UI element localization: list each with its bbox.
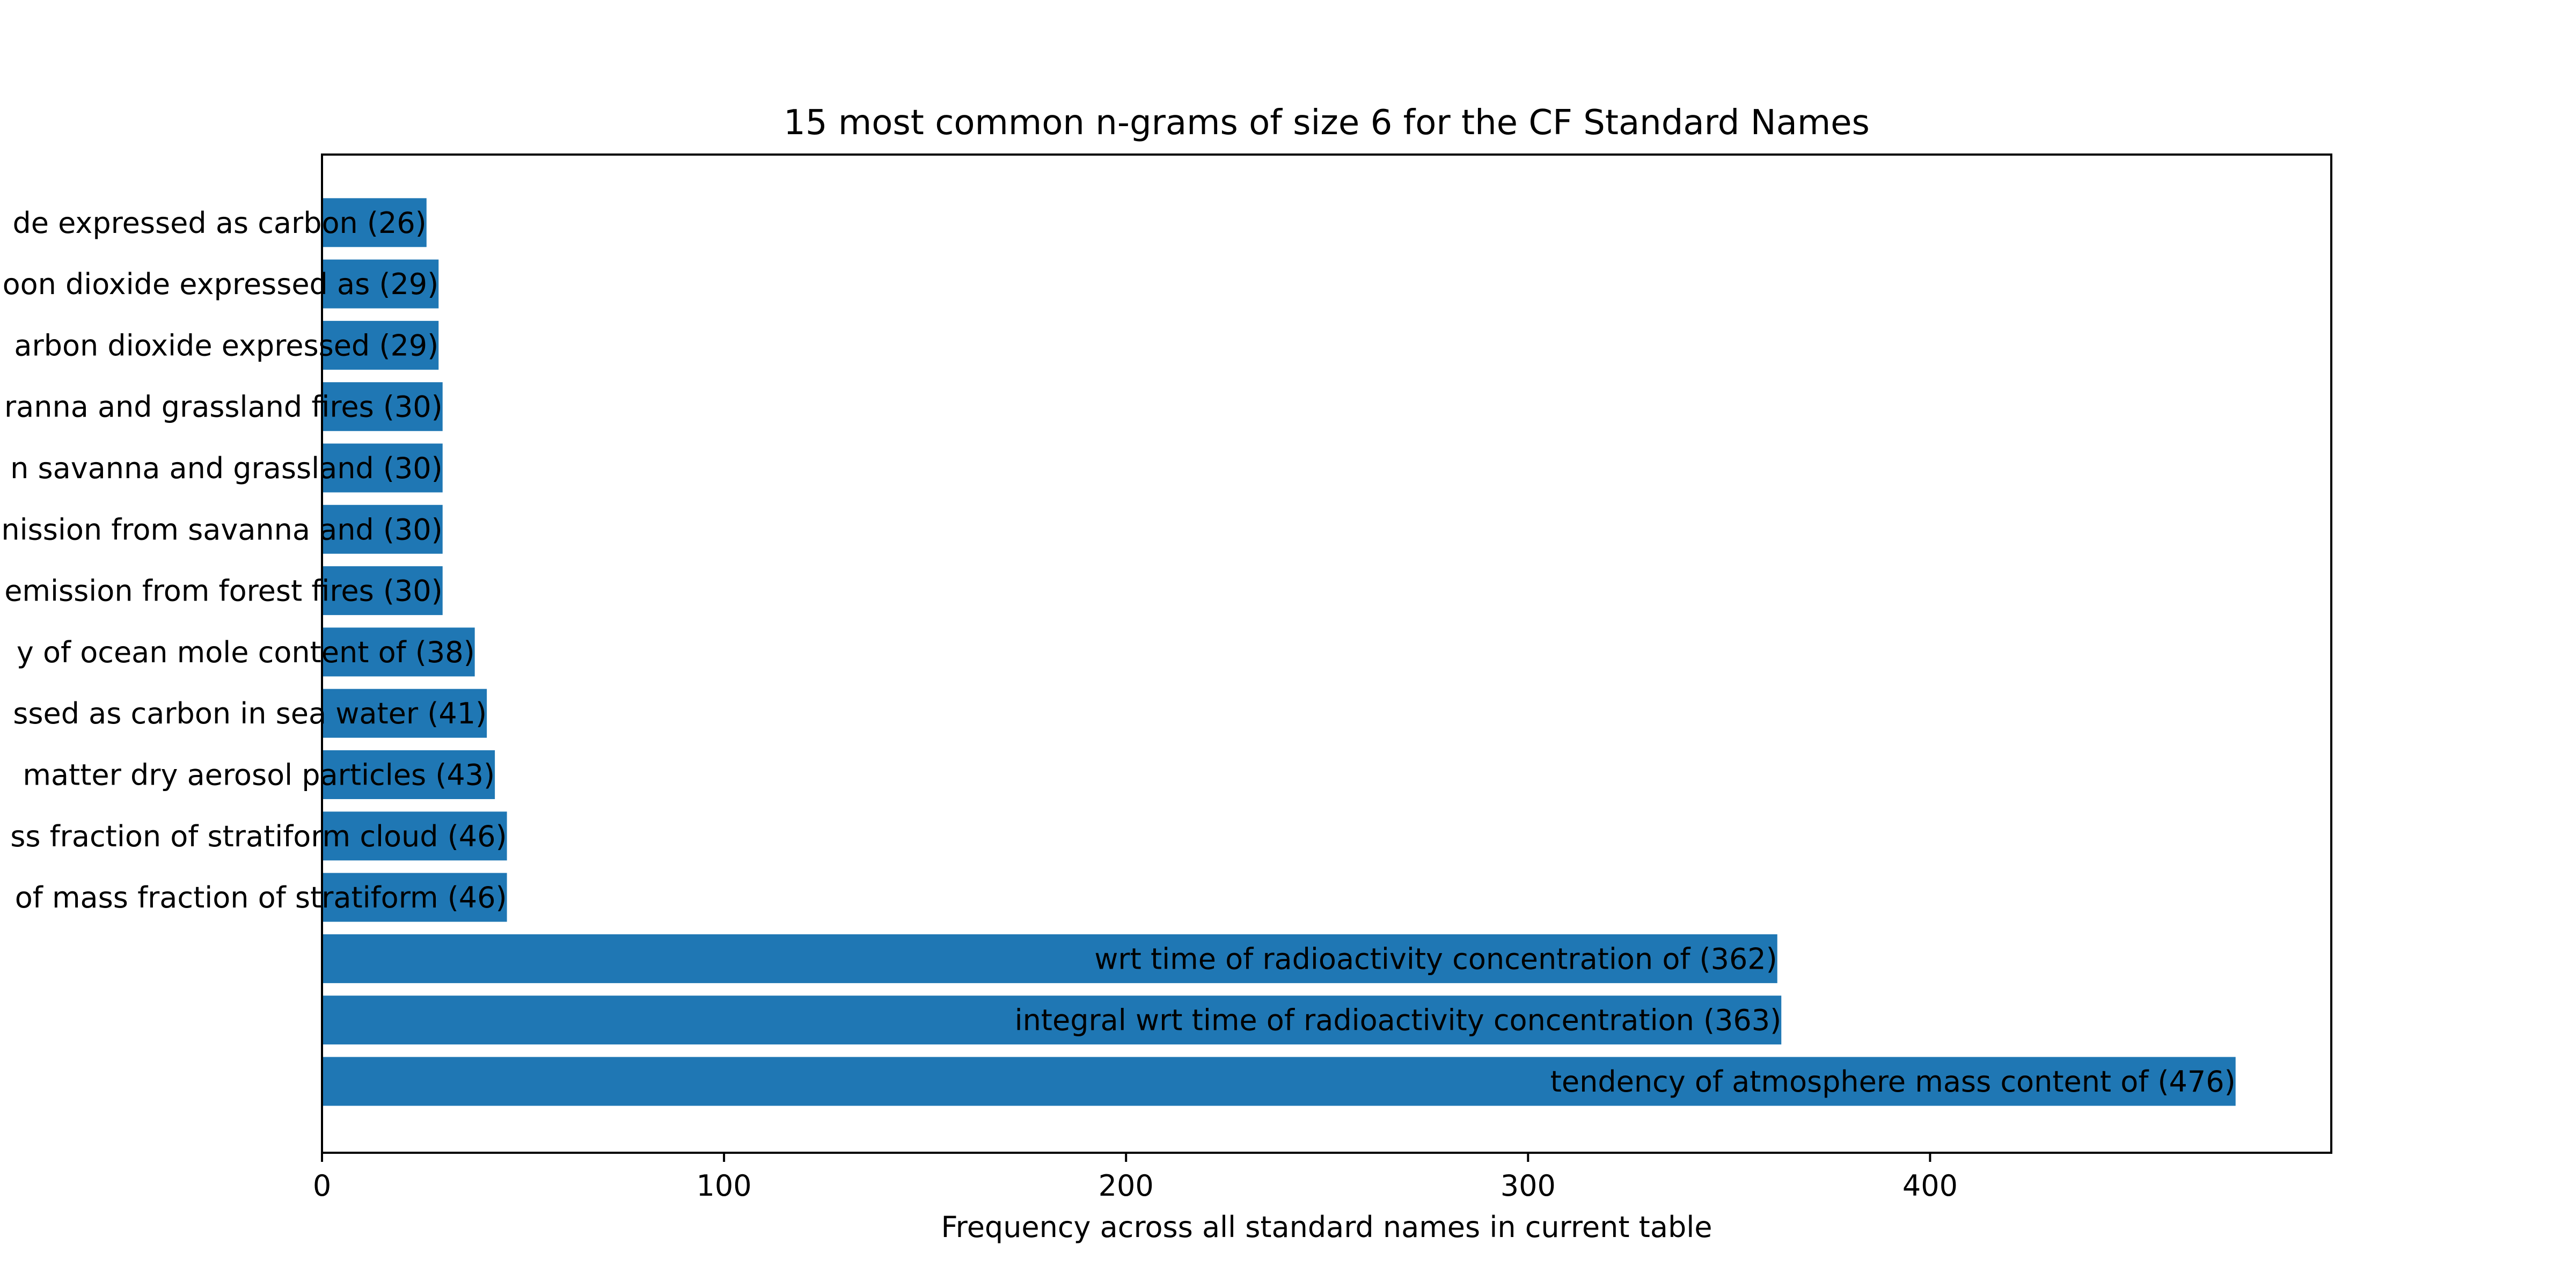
bar (322, 1057, 2236, 1106)
x-tick-label: 400 (1902, 1169, 1958, 1203)
plot-frame (321, 153, 2332, 1154)
bar-label: tendency of atmosphere mass content of (… (1550, 1065, 2236, 1099)
bar (322, 320, 439, 370)
x-axis-label: Frequency across all standard names in c… (941, 1210, 1713, 1244)
bar (322, 934, 1777, 983)
bars-layer (322, 198, 2236, 1106)
bar-label: oon dioxide expressed as (29) (3, 267, 439, 301)
bar-labels-layer: tendency of atmosphere mass content of (… (1, 206, 2235, 1099)
bar (322, 750, 495, 799)
bar (322, 811, 507, 861)
bar-label: of mass fraction of stratiform (46) (15, 881, 507, 914)
x-tick-label: 0 (313, 1169, 331, 1203)
bar-label: nission from savanna and (30) (1, 513, 442, 546)
bar (322, 627, 475, 677)
bar-label: y of ocean mole content of (38) (17, 635, 475, 669)
bar (322, 689, 487, 738)
bar-label: emission from forest fires (30) (4, 574, 443, 608)
bar (322, 996, 1782, 1045)
x-tick-label: 200 (1099, 1169, 1154, 1203)
bar (322, 382, 443, 431)
bar-label: n savanna and grassland (30) (10, 451, 443, 485)
bar-label: de expressed as carbon (26) (12, 206, 426, 240)
x-tick-label: 300 (1501, 1169, 1556, 1203)
bar (322, 259, 439, 309)
bar (322, 873, 507, 922)
bar (322, 198, 427, 247)
x-tick-label: 100 (697, 1169, 752, 1203)
bar-label: wrt time of radioactivity concentration … (1094, 942, 1777, 976)
bar-label: arbon dioxide expressed (29) (14, 328, 438, 362)
bar-label: ssed as carbon in sea water (41) (13, 697, 487, 730)
bar (322, 504, 443, 554)
chart-title: 15 most common n-grams of size 6 for the… (784, 103, 1870, 143)
bar-label: matter dry aerosol particles (43) (23, 758, 495, 792)
bar (322, 566, 443, 616)
bar (322, 443, 443, 493)
bar-label: ranna and grassland fires (30) (4, 390, 443, 424)
x-axis-ticks: 0 100 200 300 400 (313, 1153, 1958, 1203)
bar-label: integral wrt time of radioactivity conce… (1015, 1004, 1782, 1037)
bar-label: ss fraction of stratiform cloud (46) (10, 819, 507, 853)
